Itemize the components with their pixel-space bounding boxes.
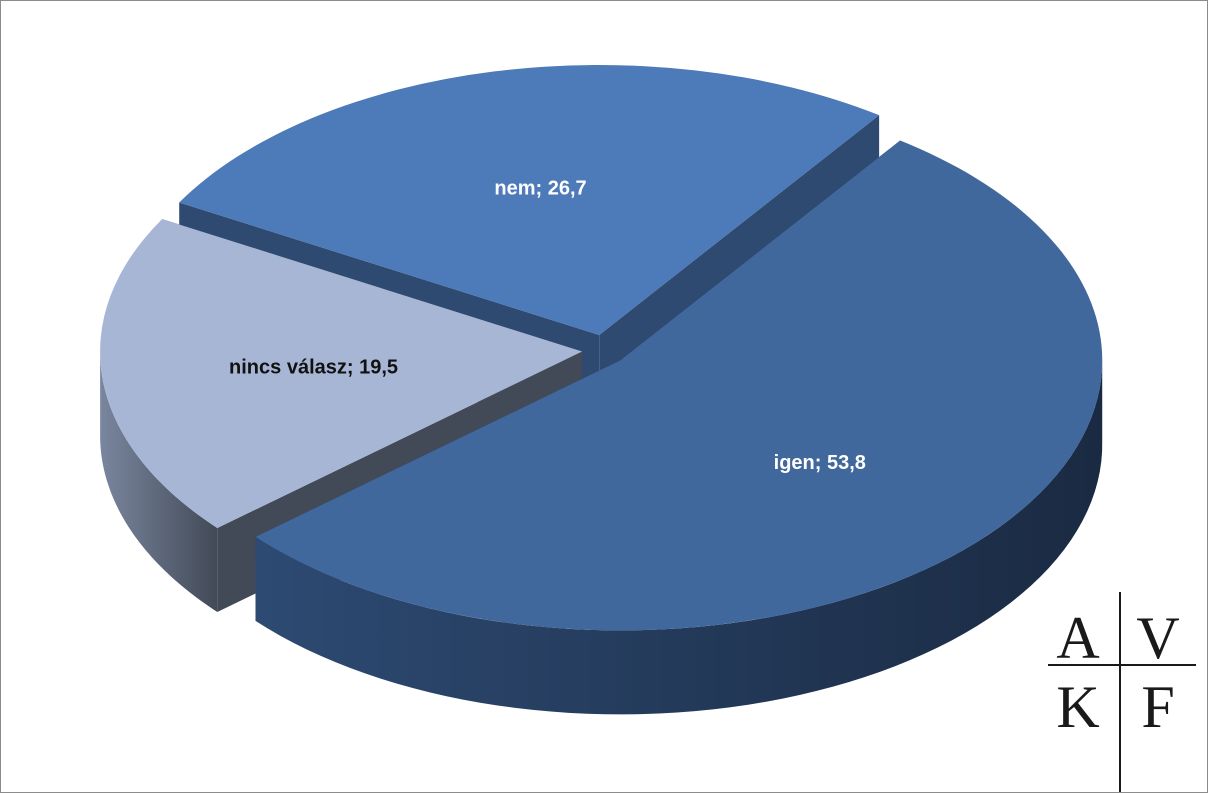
logo-letter-a: A: [1056, 605, 1099, 671]
logo-letter-v: V: [1136, 605, 1179, 671]
slice-top-face: [255, 140, 1103, 631]
slice-label: nem; 26,7: [494, 177, 586, 199]
avkf-logo: A V K F: [1048, 592, 1196, 792]
slice-outer-side: [100, 349, 218, 613]
pie-slice-igen: igen; 53,8: [255, 140, 1103, 715]
slice-label: nincs válasz; 19,5: [229, 357, 398, 379]
slice-top-face: [100, 219, 583, 529]
slice-top-face: [179, 64, 880, 335]
slice-outer-side: [255, 357, 1103, 715]
logo-letter-f: F: [1141, 674, 1174, 740]
slice-label: igen; 53,8: [774, 452, 866, 474]
logo-letter-k: K: [1056, 674, 1099, 740]
